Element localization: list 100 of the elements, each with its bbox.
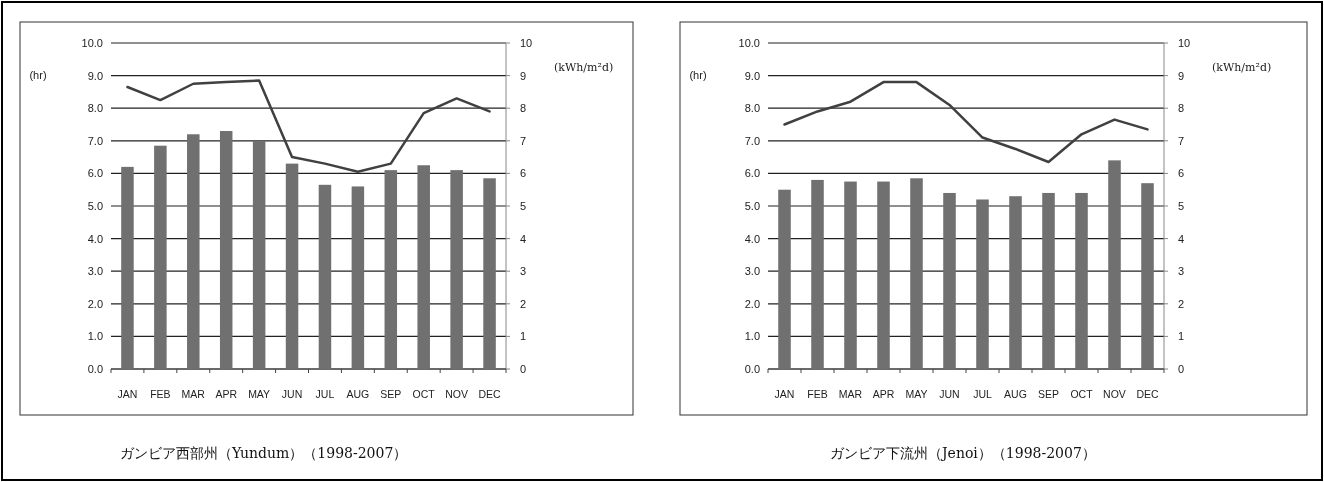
y-tick-label: 10.0: [738, 37, 760, 49]
y-tick-label: 0.0: [87, 363, 103, 375]
y-tick-label: 1.0: [87, 330, 103, 343]
y2-tick-label: 5: [520, 200, 527, 212]
x-tick-label: MAR: [181, 388, 206, 400]
y-tick-label: 0.0: [744, 363, 760, 375]
y-tick-label: 2.0: [744, 297, 760, 310]
x-tick-label: FEB: [150, 388, 171, 400]
x-tick-label: MAR: [838, 388, 863, 400]
bar: [877, 181, 890, 369]
bar: [450, 170, 463, 369]
bar: [1042, 192, 1055, 369]
bar: [318, 184, 332, 369]
y-tick-label: 3.0: [87, 265, 103, 278]
bar: [187, 134, 200, 369]
bar: [1009, 196, 1022, 369]
y2-tick-label: 0: [1178, 363, 1185, 375]
y-tick-label: 1.0: [744, 330, 760, 343]
y2-tick-label: 4: [1178, 232, 1185, 245]
x-tick-label: FEB: [807, 388, 828, 400]
x-tick-label: JUL: [973, 388, 992, 400]
y-tick-label: 6.0: [744, 167, 760, 180]
y2-tick-label: 3: [520, 265, 527, 278]
x-tick-label: APR: [215, 388, 238, 400]
x-tick-label: JAN: [117, 388, 138, 400]
y-tick-label: 8.0: [744, 102, 760, 115]
y2-tick-label: 6: [1178, 167, 1185, 180]
y2-tick-label: 2: [520, 297, 527, 310]
x-tick-label: NOV: [1103, 388, 1126, 400]
bar: [252, 140, 266, 369]
bar: [1141, 183, 1154, 369]
x-tick-label: OCT: [1070, 388, 1094, 400]
x-tick-label: JUL: [315, 388, 335, 400]
x-tick-label: MAY: [905, 388, 928, 400]
x-tick-label: DEC: [1136, 388, 1159, 400]
y2-tick-label: 9: [1178, 69, 1185, 82]
y2-tick-label: 6: [520, 167, 527, 180]
bar: [943, 192, 956, 369]
y-tick-label: 10.0: [81, 37, 103, 49]
y2-tick-label: 10: [1178, 37, 1191, 49]
y2-tick-label: 7: [520, 134, 527, 147]
y2-tick-label: 2: [1178, 297, 1185, 310]
x-tick-label: OCT: [412, 388, 436, 400]
bar: [811, 179, 824, 369]
bar: [285, 163, 299, 369]
y-tick-label: 9.0: [87, 69, 103, 82]
x-tick-label: AUG: [346, 388, 370, 400]
y-tick-label: 6.0: [87, 167, 103, 180]
y2-tick-label: 7: [1178, 134, 1185, 147]
y-tick-label: 7.0: [87, 134, 103, 147]
x-tick-label: JAN: [774, 388, 795, 400]
x-tick-label: JUN: [281, 388, 303, 400]
y-axis-title: (hr): [29, 69, 47, 81]
y-tick-label: 9.0: [744, 69, 760, 82]
y2-tick-label: 8: [520, 102, 527, 115]
bar: [351, 186, 365, 369]
y-axis-title: (hr): [689, 69, 707, 81]
bar: [154, 145, 167, 369]
x-tick-label: DEC: [478, 388, 502, 400]
x-tick-label: MAY: [248, 388, 271, 400]
text: ガンビア下流州（Jenoi）（1998-2007）: [830, 445, 1096, 461]
bar: [976, 199, 989, 369]
y-tick-label: 3.0: [744, 265, 760, 278]
y2-tick-label: 8: [1178, 102, 1185, 115]
x-tick-label: JUN: [939, 388, 960, 400]
y2-axis-title: (kWh/m²d): [1212, 61, 1272, 74]
bar: [121, 166, 134, 369]
y2-tick-label: 1: [520, 330, 527, 343]
x-tick-label: SEP: [1037, 388, 1060, 400]
bar: [778, 189, 791, 369]
text: ガンビア西部州（Yundum）（1998-2007）: [120, 445, 408, 461]
y2-tick-label: 3: [1178, 265, 1185, 278]
x-tick-label: SEP: [380, 388, 402, 400]
bar: [417, 165, 430, 369]
bar: [384, 170, 398, 369]
x-tick-label: APR: [872, 388, 895, 400]
y-tick-label: 8.0: [87, 102, 103, 115]
y2-tick-label: 1: [1178, 330, 1185, 343]
line-series: [783, 80, 1149, 164]
y2-tick-label: 4: [520, 232, 527, 245]
x-tick-label: NOV: [445, 388, 469, 400]
y2-axis-title: (kWh/m²d): [554, 61, 614, 74]
y-tick-label: 7.0: [744, 134, 760, 147]
bar: [844, 181, 857, 369]
y-tick-label: 4.0: [744, 232, 760, 245]
bar: [910, 178, 923, 369]
y-tick-label: 5.0: [744, 200, 760, 212]
x-tick-label: AUG: [1004, 388, 1027, 400]
bar: [219, 131, 233, 369]
y2-tick-label: 10: [520, 37, 533, 49]
bar: [1075, 192, 1088, 369]
y2-tick-label: 5: [1178, 200, 1185, 212]
bar: [1108, 160, 1121, 369]
y2-tick-label: 9: [520, 69, 527, 82]
bar: [483, 178, 496, 369]
y2-tick-label: 0: [520, 363, 527, 375]
y-tick-label: 2.0: [87, 297, 103, 310]
y-tick-label: 4.0: [87, 232, 103, 245]
y-tick-label: 5.0: [87, 200, 103, 212]
line-series: [126, 79, 491, 174]
